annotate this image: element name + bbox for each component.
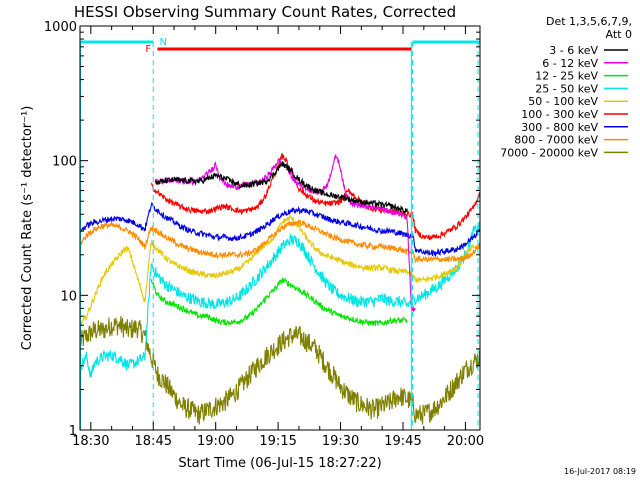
timestamp: 16-Jul-2017 08:19 <box>564 467 636 476</box>
y-tick-label: 10 <box>60 289 77 304</box>
plot-frame <box>79 25 481 431</box>
x-tick-label: 19:30 <box>322 434 359 449</box>
series-line-300-to-800keV <box>80 202 480 258</box>
chart-title: HESSI Observing Summary Count Rates, Cor… <box>74 3 456 21</box>
legend-header-detectors: Det 1,3,5,6,7,9, <box>546 15 632 28</box>
legend-entry-label: 7000 - 20000 keV <box>500 146 598 159</box>
x-axis: 18:30 18:45 19:00 19:15 19:30 19:45 20:00 <box>72 26 484 449</box>
legend-header-attenuator: Att 0 <box>606 28 632 41</box>
legend-entry-label: 3 - 6 keV <box>549 44 598 57</box>
legend-entry-label: 800 - 7000 keV <box>514 134 598 147</box>
x-tick-label: 19:00 <box>197 434 234 449</box>
legend-entry-label: 100 - 300 keV <box>521 108 598 121</box>
series-layer <box>80 152 480 425</box>
flare-flag-label: F <box>145 44 151 55</box>
x-tick-label: 19:45 <box>384 434 421 449</box>
y-tick-label: 1 <box>69 424 77 439</box>
series-line-100-to-300keV <box>150 152 480 241</box>
legend-entry-label: 300 - 800 keV <box>521 121 598 134</box>
x-tick-label: 19:15 <box>259 434 296 449</box>
y-axis-label: Corrected Count Rate (s⁻¹ detector⁻¹) <box>20 106 35 351</box>
x-tick-label: 18:30 <box>72 434 109 449</box>
series-line-3-to-6keV <box>154 161 408 216</box>
y-tick-label: 100 <box>52 155 77 170</box>
x-axis-label: Start Time (06-Jul-15 18:27:22) <box>178 456 381 471</box>
y-tick-label: 1000 <box>44 20 77 35</box>
legend-entry-label: 12 - 25 keV <box>535 70 598 83</box>
y-axis: 1 10 100 1000 <box>44 20 480 439</box>
legend-entry-label: 25 - 50 keV <box>535 82 598 95</box>
legend-entry-label: 6 - 12 keV <box>542 57 598 70</box>
legend-entry-label: 50 - 100 keV <box>528 95 598 108</box>
night-flag-label: N <box>160 37 167 48</box>
x-tick-label: 20:00 <box>447 434 484 449</box>
x-tick-label: 18:45 <box>135 434 172 449</box>
series-line-12-to-25keV <box>150 276 408 327</box>
